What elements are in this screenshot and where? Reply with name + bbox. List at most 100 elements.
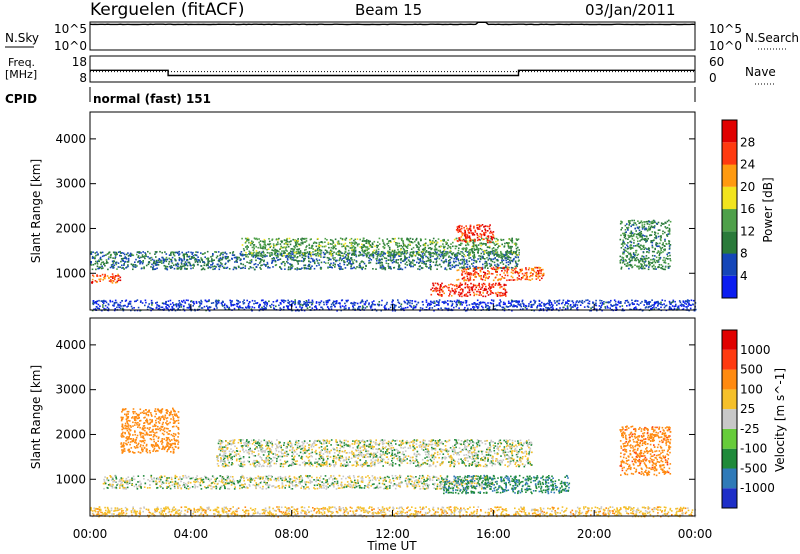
data-cell bbox=[199, 305, 201, 307]
data-cell bbox=[504, 303, 506, 306]
data-cell bbox=[253, 247, 255, 250]
data-cell bbox=[177, 303, 180, 305]
data-cell bbox=[472, 241, 475, 244]
data-cell bbox=[648, 301, 650, 303]
data-cell bbox=[360, 261, 363, 263]
data-cell bbox=[669, 301, 671, 304]
data-cell bbox=[661, 223, 664, 225]
data-cell bbox=[636, 254, 638, 257]
data-cell bbox=[415, 238, 418, 241]
data-cell bbox=[504, 302, 506, 305]
data-cell bbox=[484, 267, 486, 269]
data-cell bbox=[481, 248, 483, 251]
data-cell bbox=[627, 251, 629, 254]
data-cell bbox=[625, 250, 628, 252]
data-cell bbox=[451, 289, 454, 292]
data-cell bbox=[172, 304, 175, 307]
data-cell bbox=[437, 293, 439, 295]
data-cell bbox=[682, 304, 684, 306]
data-cell bbox=[646, 222, 649, 225]
data-cell bbox=[419, 268, 421, 271]
data-cell bbox=[95, 302, 98, 305]
data-cell bbox=[620, 220, 622, 223]
data-cell bbox=[638, 226, 641, 228]
data-cell bbox=[345, 307, 347, 310]
data-cell bbox=[397, 299, 399, 301]
data-cell bbox=[556, 300, 558, 302]
data-cell bbox=[264, 303, 266, 306]
data-cell bbox=[205, 257, 208, 260]
data-cell bbox=[494, 308, 497, 310]
data-cell bbox=[398, 253, 400, 256]
data-cell bbox=[474, 284, 477, 287]
data-cell bbox=[249, 253, 251, 256]
data-cell bbox=[302, 242, 304, 245]
data-cell bbox=[660, 247, 662, 250]
data-cell bbox=[304, 254, 306, 257]
data-cell bbox=[259, 266, 261, 269]
data-cell bbox=[411, 251, 413, 253]
data-cell bbox=[452, 284, 454, 286]
data-cell bbox=[110, 264, 113, 266]
data-cell bbox=[515, 305, 517, 307]
data-cell bbox=[312, 253, 314, 256]
data-cell bbox=[502, 266, 504, 269]
data-cell bbox=[513, 252, 516, 255]
data-cell bbox=[440, 285, 442, 288]
data-cell bbox=[625, 260, 627, 262]
data-cell bbox=[462, 256, 465, 258]
data-cell bbox=[666, 220, 669, 223]
data-cell bbox=[647, 306, 650, 308]
data-cell bbox=[107, 252, 110, 255]
data-cell bbox=[436, 268, 438, 270]
data-cell bbox=[512, 272, 514, 275]
data-cell bbox=[132, 254, 135, 257]
data-cell bbox=[474, 248, 477, 251]
data-cell bbox=[155, 264, 157, 266]
data-cell bbox=[622, 245, 624, 247]
data-cell bbox=[506, 251, 509, 253]
data-cell bbox=[291, 251, 293, 253]
data-cell bbox=[184, 261, 187, 263]
data-cell bbox=[435, 286, 437, 289]
data-cell bbox=[212, 253, 214, 256]
data-cell bbox=[371, 303, 373, 306]
data-cell bbox=[465, 225, 467, 227]
data-cell bbox=[355, 255, 358, 258]
data-cell bbox=[530, 305, 533, 308]
data-cell bbox=[643, 248, 645, 250]
data-cell bbox=[410, 261, 413, 263]
data-cell bbox=[106, 253, 109, 255]
data-cell bbox=[188, 262, 191, 264]
cpid-value: normal (fast) 151 bbox=[93, 92, 211, 106]
data-cell bbox=[440, 259, 443, 262]
data-cell bbox=[650, 258, 652, 261]
data-cell bbox=[360, 301, 363, 303]
data-cell bbox=[383, 247, 386, 250]
data-cell bbox=[200, 303, 203, 305]
data-cell bbox=[432, 290, 434, 292]
data-cell bbox=[418, 243, 420, 245]
data-cell bbox=[377, 248, 380, 251]
data-cell bbox=[365, 264, 367, 267]
data-cell bbox=[291, 247, 294, 250]
data-cell bbox=[651, 244, 654, 247]
data-cell bbox=[532, 268, 534, 270]
data-cell bbox=[180, 262, 183, 264]
data-cell bbox=[138, 251, 140, 253]
data-cell bbox=[232, 254, 235, 256]
data-cell bbox=[511, 253, 514, 256]
data-cell bbox=[214, 251, 216, 253]
data-cell bbox=[489, 230, 492, 233]
data-cell bbox=[117, 278, 120, 281]
data-cell bbox=[287, 299, 289, 302]
data-cell bbox=[291, 265, 294, 268]
data-cell bbox=[283, 264, 286, 267]
data-cell bbox=[155, 262, 157, 265]
data-cell bbox=[651, 226, 654, 229]
data-cell bbox=[356, 244, 359, 247]
data-cell bbox=[496, 258, 499, 261]
data-cell bbox=[294, 239, 296, 242]
data-cell bbox=[457, 259, 460, 262]
data-cell bbox=[549, 299, 551, 302]
